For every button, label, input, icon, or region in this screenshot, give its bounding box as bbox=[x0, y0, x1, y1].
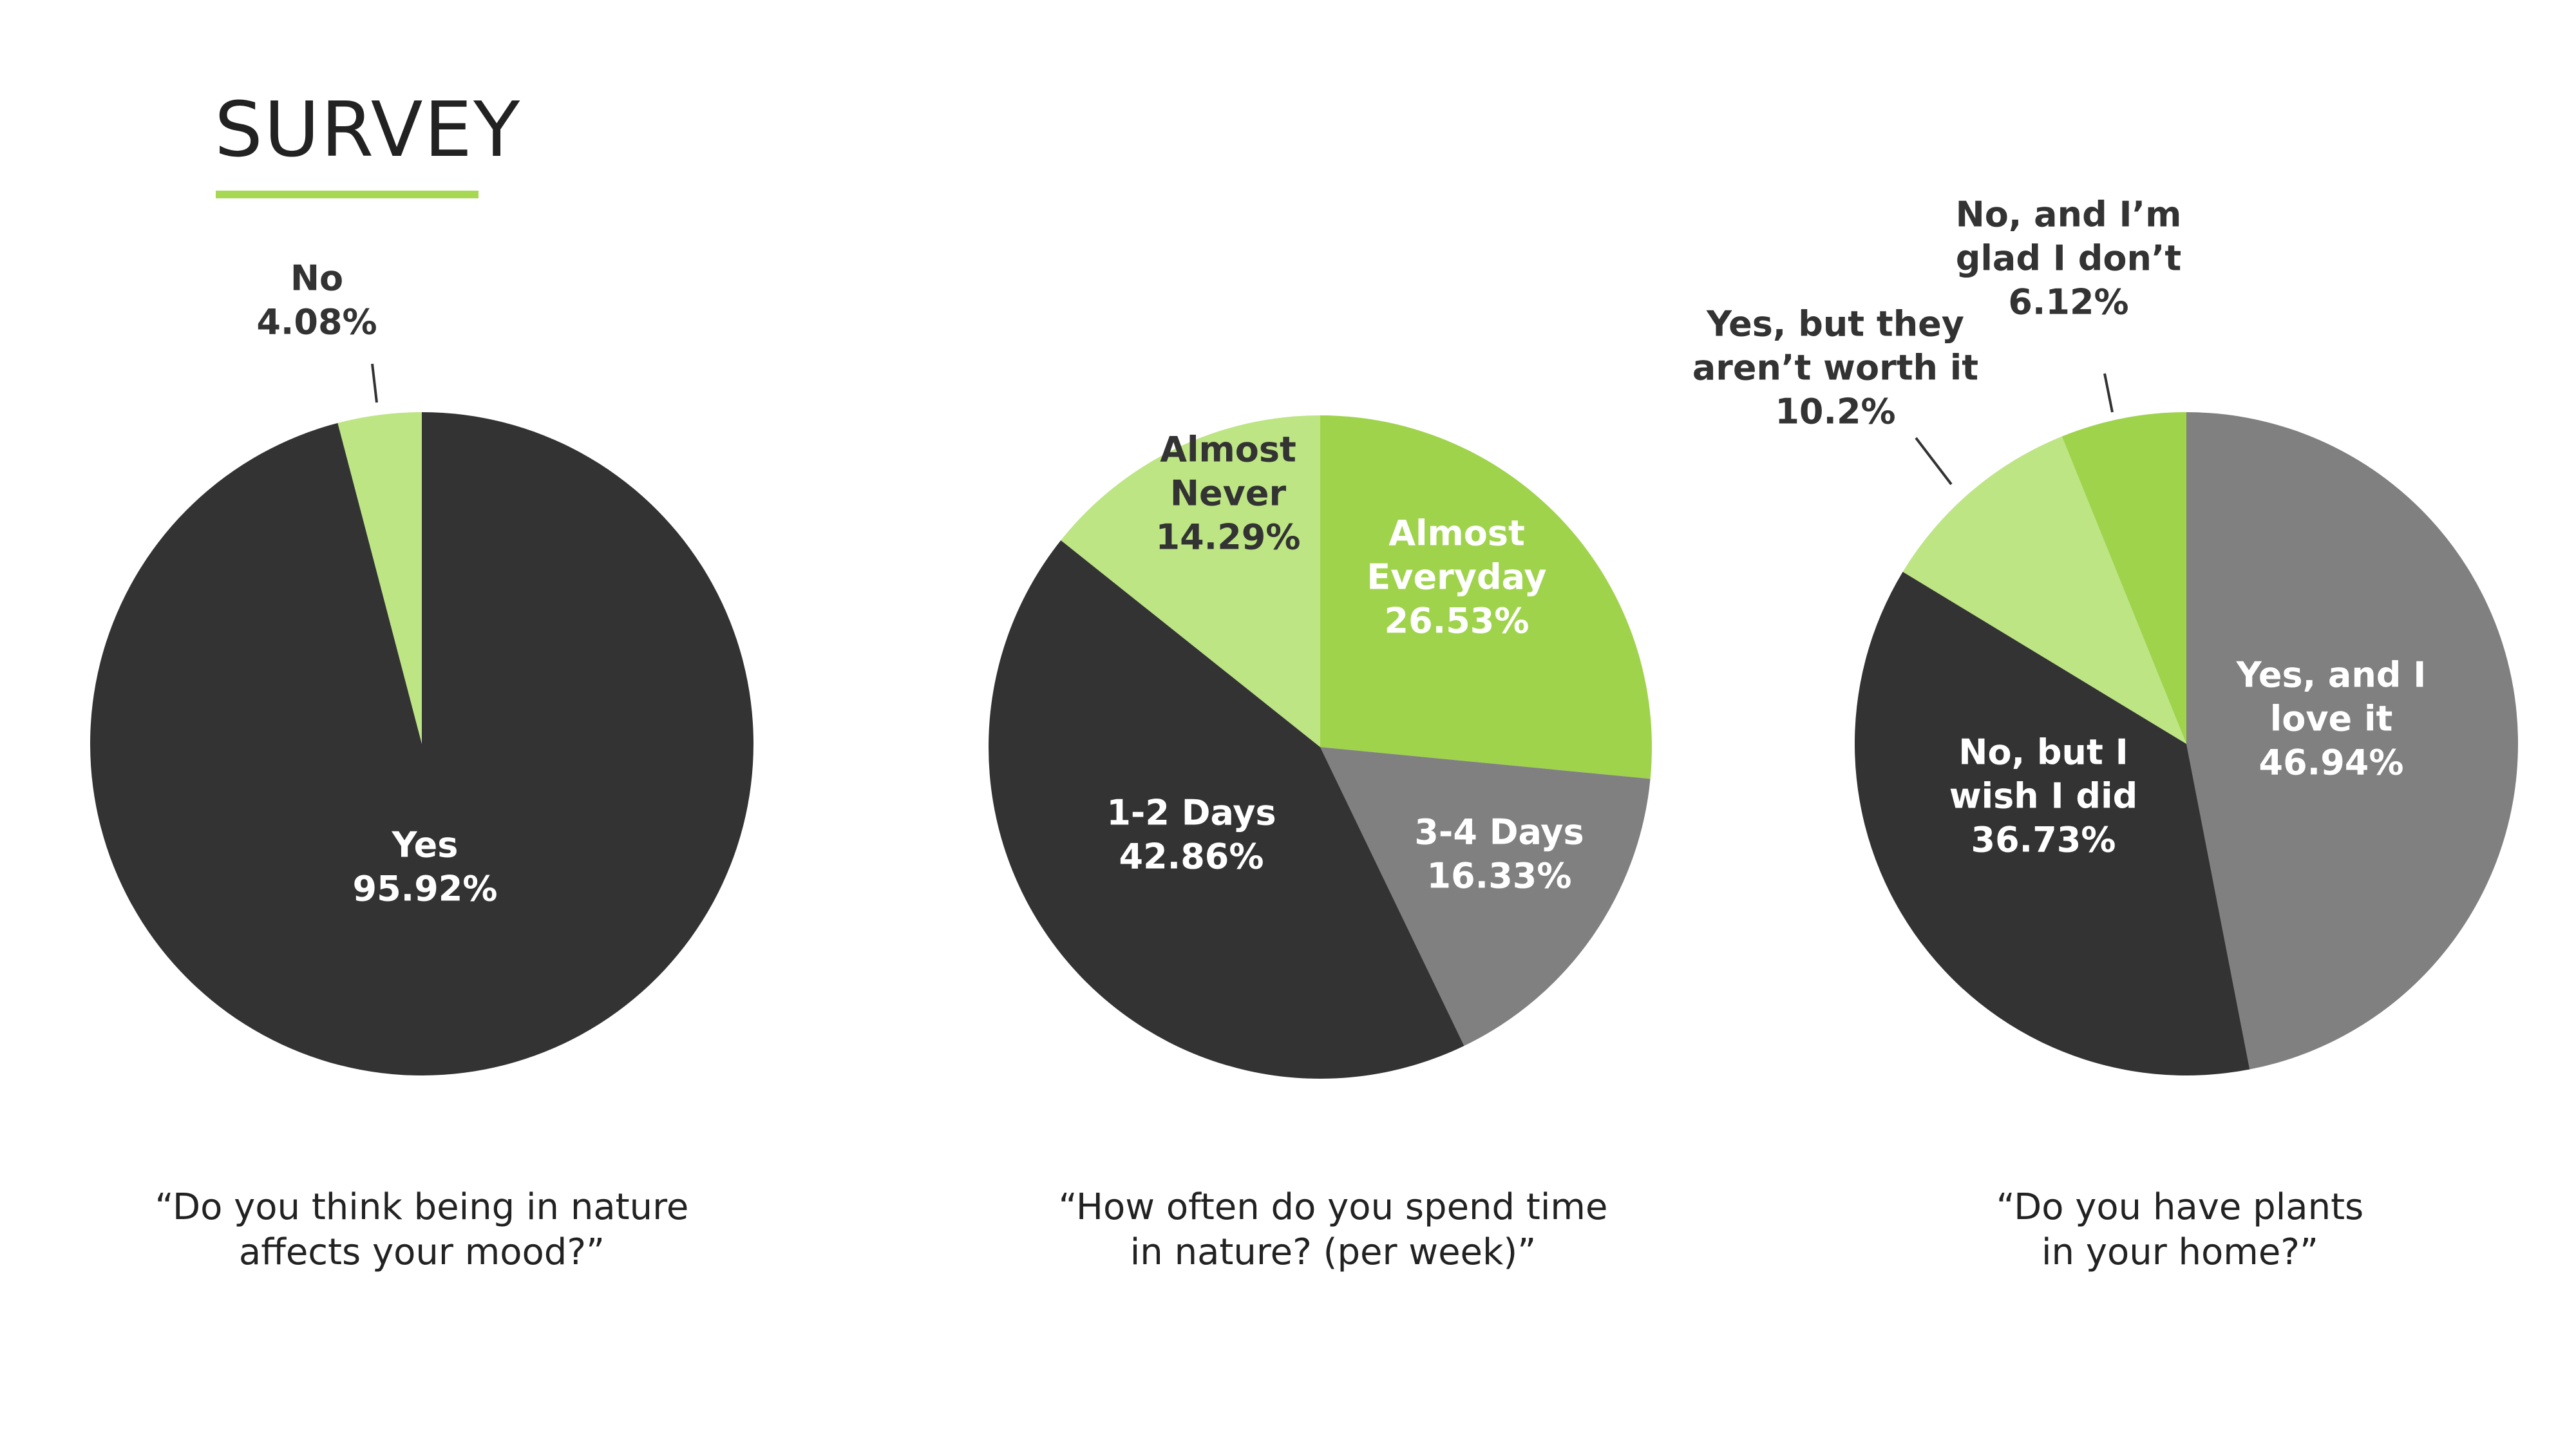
slice-label: Almost Everyday 26.53% bbox=[1367, 513, 1546, 641]
pie-slice-no bbox=[337, 412, 422, 744]
page-title: SURVEY bbox=[214, 85, 522, 174]
question-line: in nature? (per week)” bbox=[1130, 1231, 1537, 1273]
slice-value-label: 4.08% bbox=[256, 302, 377, 343]
pie-slice-yes bbox=[90, 412, 754, 1075]
pie-slice-1-2-days bbox=[989, 540, 1464, 1079]
slice-value-label: 16.33% bbox=[1427, 856, 1572, 896]
slice-name-label: Almost bbox=[1160, 430, 1296, 470]
slice-value-label: 26.53% bbox=[1385, 601, 1530, 641]
pie-slice-no-and-i-m-glad-i-don-t bbox=[2061, 412, 2186, 744]
slice-value-label: 36.73% bbox=[1971, 820, 2116, 860]
slice-name-label: No bbox=[290, 258, 343, 299]
slice-name-label: 3-4 Days bbox=[1414, 812, 1584, 853]
slice-label: 1-2 Days 42.86% bbox=[1106, 793, 1276, 877]
question-plants-at-home: “Do you have plants in your home?” bbox=[1794, 1185, 2566, 1275]
question-line: affects your mood?” bbox=[238, 1231, 605, 1273]
question-line: “Do you think being in nature bbox=[155, 1186, 689, 1228]
question-time-in-nature: “How often do you spend time in nature? … bbox=[947, 1185, 1719, 1275]
slice-name-label: Everyday bbox=[1367, 557, 1546, 598]
pie-slice-almost-never bbox=[1061, 415, 1320, 747]
slice-label: Yes, but they aren’t worth it 10.2% bbox=[1692, 304, 1978, 432]
slice-label: Yes 95.92% bbox=[353, 825, 498, 909]
question-line: “How often do you spend time bbox=[1058, 1186, 1608, 1228]
title-underline bbox=[216, 191, 478, 198]
slice-label: 3-4 Days 16.33% bbox=[1414, 812, 1584, 896]
slice-name-label: No, and I’m bbox=[1956, 194, 2182, 235]
slice-label: No 4.08% bbox=[256, 258, 377, 343]
label-leader-line bbox=[2103, 373, 2114, 413]
slice-name-label: Yes, but they bbox=[1706, 304, 1964, 345]
slice-value-label: 42.86% bbox=[1119, 837, 1264, 877]
slice-name-label: Yes bbox=[392, 825, 459, 866]
slice-name-label: wish I did bbox=[1949, 776, 2138, 817]
pie-slice-no-but-i-wish-i-did bbox=[1854, 571, 2250, 1076]
slice-value-label: 6.12% bbox=[2008, 282, 2128, 323]
slice-value-label: 46.94% bbox=[2259, 743, 2404, 783]
label-leader-line bbox=[371, 363, 378, 403]
slice-label: Almost Never 14.29% bbox=[1156, 430, 1301, 558]
slice-value-label: 10.2% bbox=[1775, 392, 1895, 432]
slice-label: No, and I’m glad I don’t 6.12% bbox=[1956, 194, 2182, 323]
slice-name-label: aren’t worth it bbox=[1692, 348, 1978, 388]
pie-chart-time-in-nature: Almost Everyday 26.53%3-4 Days 16.33%1-2 Da… bbox=[989, 415, 1652, 1079]
pie-slice-yes-but-they-aren-t-worth-it bbox=[1902, 436, 2186, 744]
slice-value-label: 14.29% bbox=[1156, 517, 1301, 558]
pie-slice-yes-and-i-love-it bbox=[2186, 412, 2519, 1070]
pie-chart-nature-mood: Yes 95.92% No 4.08% bbox=[90, 258, 754, 1075]
question-line: in your home?” bbox=[2041, 1231, 2319, 1273]
slice-name-label: Never bbox=[1170, 473, 1287, 514]
pie-slice-3-4-days bbox=[1320, 747, 1651, 1046]
slice-name-label: Yes, and I bbox=[2236, 655, 2427, 696]
slice-name-label: glad I don’t bbox=[1956, 238, 2181, 279]
slice-name-label: No, but I bbox=[1958, 732, 2128, 773]
label-leader-line bbox=[1915, 437, 1953, 486]
slice-value-label: 95.92% bbox=[353, 869, 498, 909]
slice-name-label: Almost bbox=[1388, 513, 1525, 554]
slice-name-label: love it bbox=[2270, 699, 2393, 739]
question-nature-mood: “Do you think being in nature affects yo… bbox=[35, 1185, 808, 1275]
pie-slice-almost-everyday bbox=[1320, 415, 1652, 779]
slice-name-label: 1-2 Days bbox=[1106, 793, 1276, 833]
question-line: “Do you have plants bbox=[1996, 1186, 2364, 1228]
